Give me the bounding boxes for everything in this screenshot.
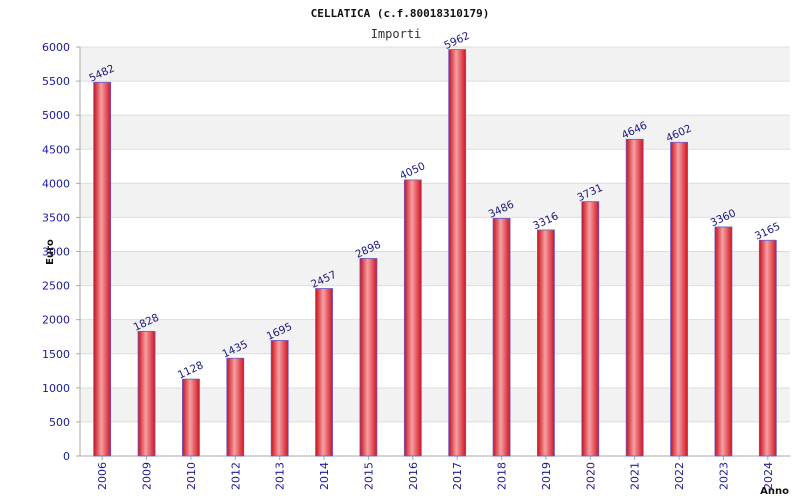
- x-tick-labels: 2006 2009 2010 2012 2013 2014 2015 2016 2017 2018…: [96, 462, 775, 490]
- bar-2015: [359, 258, 378, 457]
- y-tick-labels: 0 500 1000 1500 2000 2500 3000 3500 4000 4500 5000…: [42, 41, 70, 463]
- y-tick-label: 3500: [42, 211, 70, 224]
- bars: [93, 49, 777, 457]
- y-tick-label: 6000: [42, 41, 70, 54]
- x-tick-label: 2022: [673, 462, 686, 490]
- x-tick-label: 2019: [540, 462, 553, 490]
- x-tick-label: 2021: [629, 462, 642, 490]
- x-tick-label: 2010: [185, 462, 198, 490]
- y-tick-label: 4500: [42, 143, 70, 156]
- x-tick-label: 2012: [229, 462, 242, 490]
- bar-2006: [93, 81, 112, 457]
- bar-2013: [270, 340, 289, 457]
- data-label: 1128: [176, 359, 205, 381]
- bar-2021: [625, 138, 644, 457]
- data-label: 4050: [398, 160, 427, 182]
- bar-2012: [226, 357, 245, 457]
- y-tick-label: 5500: [42, 75, 70, 88]
- x-tick-label: 2020: [584, 462, 597, 490]
- x-tick-label: 2017: [451, 462, 464, 490]
- x-tick-label: 2006: [96, 462, 109, 490]
- bar-2024: [758, 239, 777, 457]
- x-tick-label: 2024: [762, 462, 775, 490]
- y-tick-label: 3000: [42, 246, 70, 259]
- y-tick-label: 1500: [42, 348, 70, 361]
- y-tick-label: 1000: [42, 382, 70, 395]
- bar-2014: [315, 288, 333, 457]
- bar-2009: [137, 330, 156, 457]
- x-tick-label: 2009: [141, 462, 154, 490]
- bar-2020: [581, 201, 600, 457]
- bar-2016: [403, 179, 422, 457]
- bar-2019: [537, 229, 555, 457]
- x-tick-label: 2014: [318, 462, 331, 490]
- x-tick-label: 2015: [362, 462, 375, 490]
- y-tick-label: 4000: [42, 177, 70, 190]
- y-tick-label: 2500: [42, 280, 70, 293]
- grid-band: [80, 47, 790, 82]
- x-axis-label: Anno: [760, 486, 789, 497]
- y-tick-label: 500: [49, 416, 70, 429]
- bar-2018: [492, 217, 511, 457]
- y-tick-label: 0: [63, 450, 70, 463]
- x-tick-label: 2016: [407, 462, 420, 490]
- bar-2023: [714, 226, 733, 457]
- y-tick-label: 2000: [42, 314, 70, 327]
- x-tick-label: 2018: [496, 462, 509, 490]
- data-label: 3165: [753, 220, 782, 242]
- bar-2017: [448, 49, 467, 457]
- chart-subtitle: Importi: [371, 27, 422, 41]
- bar-2022: [670, 141, 688, 457]
- y-axis-label: Euro: [45, 239, 56, 265]
- x-tick-label: 2013: [274, 462, 287, 490]
- chart-title: CELLATICA (c.f.80018310179): [311, 7, 490, 20]
- bar-2010: [182, 378, 200, 457]
- x-tick-label: 2023: [717, 462, 730, 490]
- y-tick-label: 5000: [42, 109, 70, 122]
